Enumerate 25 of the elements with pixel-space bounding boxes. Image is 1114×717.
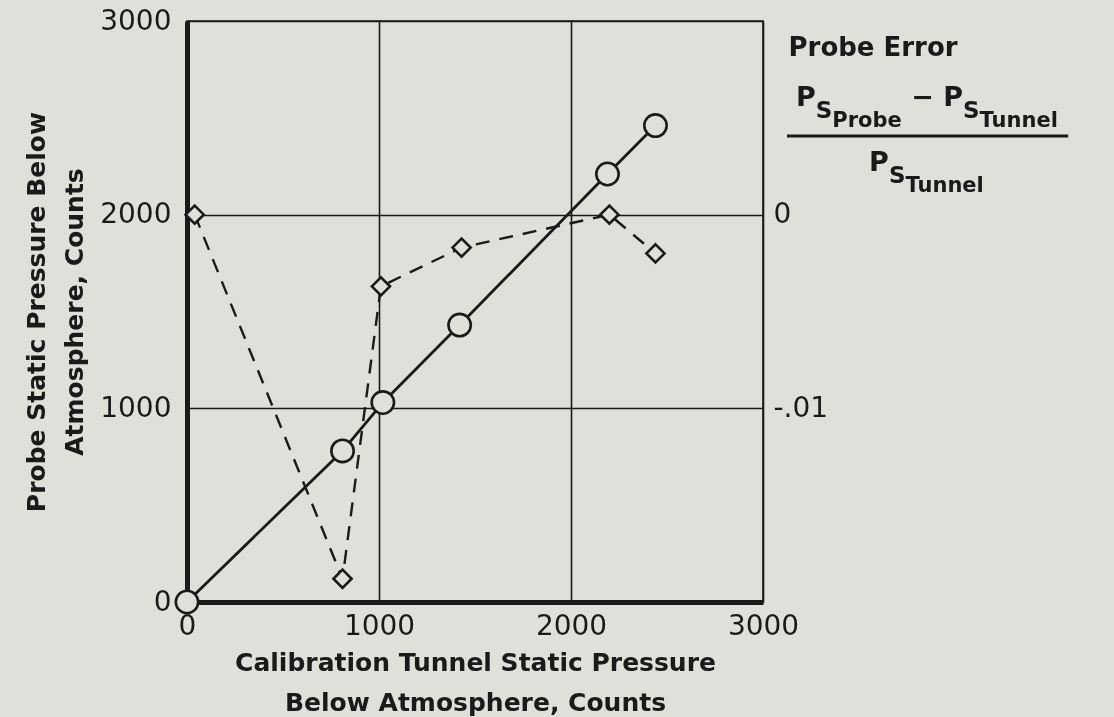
x-tick-label: 0 (178, 608, 197, 642)
y2-axis-title: Probe Error (788, 31, 958, 62)
x-tick-label: 1000 (343, 608, 416, 642)
point (643, 113, 668, 139)
y2-tick-label: -.01 (773, 390, 829, 424)
point (184, 204, 206, 226)
y-tick-label: 2000 (100, 197, 172, 231)
point (595, 161, 620, 187)
point (447, 312, 473, 338)
y-tick-label: 1000 (100, 390, 172, 424)
point (370, 275, 392, 297)
point (599, 204, 620, 226)
y-tick-label: 0 (153, 584, 172, 618)
y2-tick-label: 0 (773, 197, 792, 231)
point (174, 589, 200, 615)
x-tick-label: 2000 (535, 608, 608, 642)
point (332, 568, 353, 590)
point (451, 237, 472, 258)
x-tick-label: 3000 (727, 608, 800, 642)
point (370, 390, 396, 415)
point (645, 243, 666, 264)
x-axis-title: Calibration Tunnel Static Pressure Below Atmosphere, Counts (235, 647, 716, 717)
y-tick-label: 3000 (100, 3, 172, 37)
point (330, 438, 355, 464)
y-axis-title: Probe Static Pressure Below Atmosphere, Counts (22, 111, 90, 513)
